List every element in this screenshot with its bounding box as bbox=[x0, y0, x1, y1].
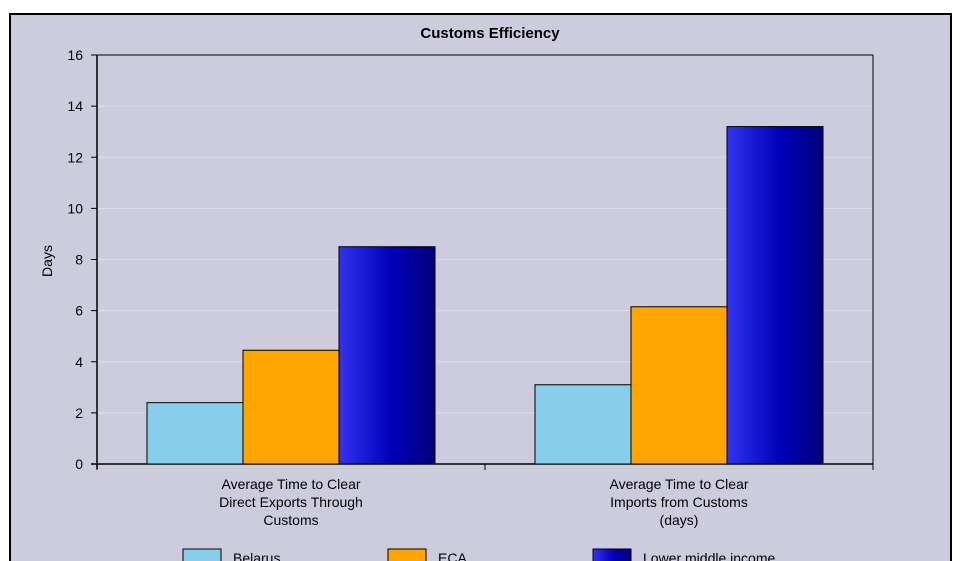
y-tick-label: 0 bbox=[75, 456, 83, 472]
bar-belarus bbox=[534, 384, 632, 465]
chart-title: Customs Efficiency bbox=[420, 25, 560, 42]
legend-label: ECA bbox=[438, 550, 467, 561]
legend-swatch-eca bbox=[387, 548, 427, 561]
y-tick-label: 12 bbox=[67, 149, 83, 165]
x-category-label: Average Time to Clear Imports from Custom… bbox=[609, 476, 748, 528]
y-tick-label: 14 bbox=[67, 98, 83, 114]
legend-label: Lower middle income bbox=[643, 550, 775, 561]
y-tick-label: 6 bbox=[75, 303, 83, 319]
bar-eca bbox=[630, 306, 728, 465]
bar-lower-middle-income bbox=[338, 246, 436, 465]
y-tick-label: 16 bbox=[67, 47, 83, 63]
bar-eca bbox=[242, 349, 340, 465]
y-axis-label: Days bbox=[39, 245, 55, 277]
legend-label: Belarus bbox=[233, 550, 280, 561]
bar-belarus bbox=[146, 402, 244, 465]
y-tick-label: 2 bbox=[75, 405, 83, 421]
legend-swatch-lower-middle-income bbox=[592, 548, 632, 561]
bar-lower-middle-income bbox=[726, 126, 824, 465]
legend-swatch-belarus bbox=[182, 548, 222, 561]
x-category-label: Average Time to Clear Direct Exports Thro… bbox=[219, 476, 363, 528]
y-tick-label: 10 bbox=[67, 200, 83, 216]
y-tick-label: 8 bbox=[75, 252, 83, 268]
y-tick-label: 4 bbox=[75, 354, 83, 370]
